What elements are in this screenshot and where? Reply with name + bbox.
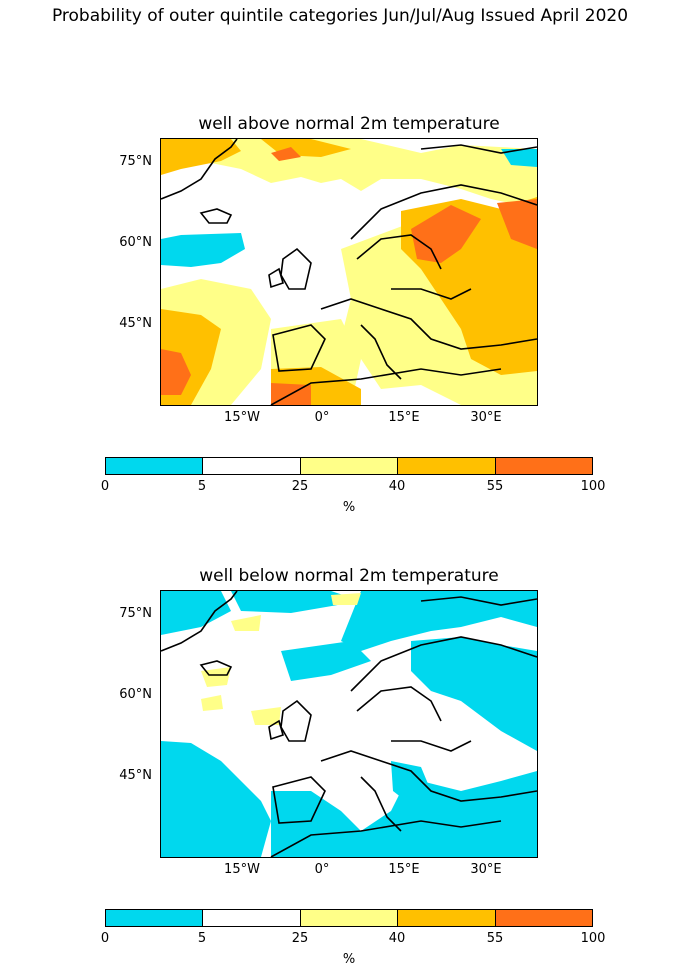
- prob-25-40-area: [231, 615, 261, 631]
- colorbar: [105, 457, 593, 475]
- prob-55-100-area: [161, 349, 191, 395]
- prob-25-40-area: [331, 593, 361, 605]
- lat-label: 60°N: [119, 687, 152, 702]
- coastlines: [161, 591, 537, 857]
- lon-label: 15°E: [388, 862, 420, 877]
- lat-label: 45°N: [119, 316, 152, 331]
- colorbar-segment: [494, 458, 593, 474]
- prob-25-40-area: [161, 139, 537, 209]
- colorbar-tick: 5: [197, 479, 207, 494]
- colorbar-tick: 55: [486, 931, 504, 946]
- map-below-normal: [160, 590, 538, 858]
- colorbar-unit: %: [342, 952, 356, 967]
- prob-0-5-area: [281, 641, 371, 681]
- colorbar-segment: [397, 910, 495, 926]
- lon-label: 15°W: [224, 862, 260, 877]
- lon-label: 15°W: [224, 410, 260, 425]
- lat-label: 45°N: [119, 768, 152, 783]
- prob-0-5-area: [161, 741, 271, 857]
- colorbar-segment: [397, 458, 495, 474]
- figure-title: Probability of outer quintile categories…: [51, 6, 629, 26]
- prob-25-40-area: [251, 707, 281, 725]
- colorbar-segment: [299, 458, 398, 474]
- prob-0-5-area: [411, 637, 537, 751]
- prob-0-5-area: [271, 771, 537, 857]
- panel-above-normal: well above normal 2m temperature: [100, 114, 606, 515]
- lon-label: 15°E: [388, 410, 420, 425]
- lon-label: 30°E: [470, 862, 502, 877]
- prob-0-5-area: [231, 591, 361, 613]
- lon-label: 0°: [314, 862, 330, 877]
- colorbar-tick: 0: [100, 931, 110, 946]
- lon-label: 0°: [314, 410, 330, 425]
- colorbar-segment: [494, 910, 593, 926]
- lat-label: 60°N: [119, 235, 152, 250]
- colorbar-tick: 5: [197, 931, 207, 946]
- colorbar-tick: 100: [580, 931, 606, 946]
- colorbar-tick: 25: [291, 931, 309, 946]
- prob-0-5-area: [161, 233, 245, 267]
- colorbar-unit: %: [342, 500, 356, 515]
- prob-0-5-area: [501, 149, 537, 167]
- prob-40-55-area: [161, 139, 241, 175]
- panel-title: well below normal 2m temperature: [199, 566, 499, 586]
- prob-55-100-area: [411, 205, 481, 263]
- prob-0-5-area: [161, 591, 231, 635]
- panel-title: well above normal 2m temperature: [198, 114, 500, 134]
- lat-label: 75°N: [119, 154, 152, 169]
- colorbar-segment: [106, 910, 203, 926]
- coastlines: [161, 139, 537, 405]
- colorbar-tick: 55: [486, 479, 504, 494]
- colorbar-tick: 40: [388, 931, 406, 946]
- colorbar-segment: [106, 458, 203, 474]
- colorbar-tick: 40: [388, 479, 406, 494]
- prob-55-100-area: [497, 199, 537, 249]
- map-above-normal: [160, 138, 538, 406]
- prob-55-100-area: [271, 147, 301, 161]
- colorbar: [105, 909, 593, 927]
- colorbar-tick: 0: [100, 479, 110, 494]
- colorbar-tick: 100: [580, 479, 606, 494]
- map-svg: [161, 591, 537, 857]
- map-svg: [161, 139, 537, 405]
- panel-below-normal: well below normal 2m temperature: [0, 452, 680, 976]
- prob-25-40-area: [201, 695, 223, 711]
- colorbar-segment: [299, 910, 398, 926]
- colorbar-segment: [202, 910, 300, 926]
- prob-25-40-area: [201, 667, 231, 687]
- colorbar-segment: [202, 458, 300, 474]
- lon-label: 30°E: [470, 410, 502, 425]
- prob-0-5-area: [391, 761, 431, 805]
- prob-0-5-area: [341, 591, 537, 651]
- colorbar-tick: 25: [291, 479, 309, 494]
- lat-label: 75°N: [119, 606, 152, 621]
